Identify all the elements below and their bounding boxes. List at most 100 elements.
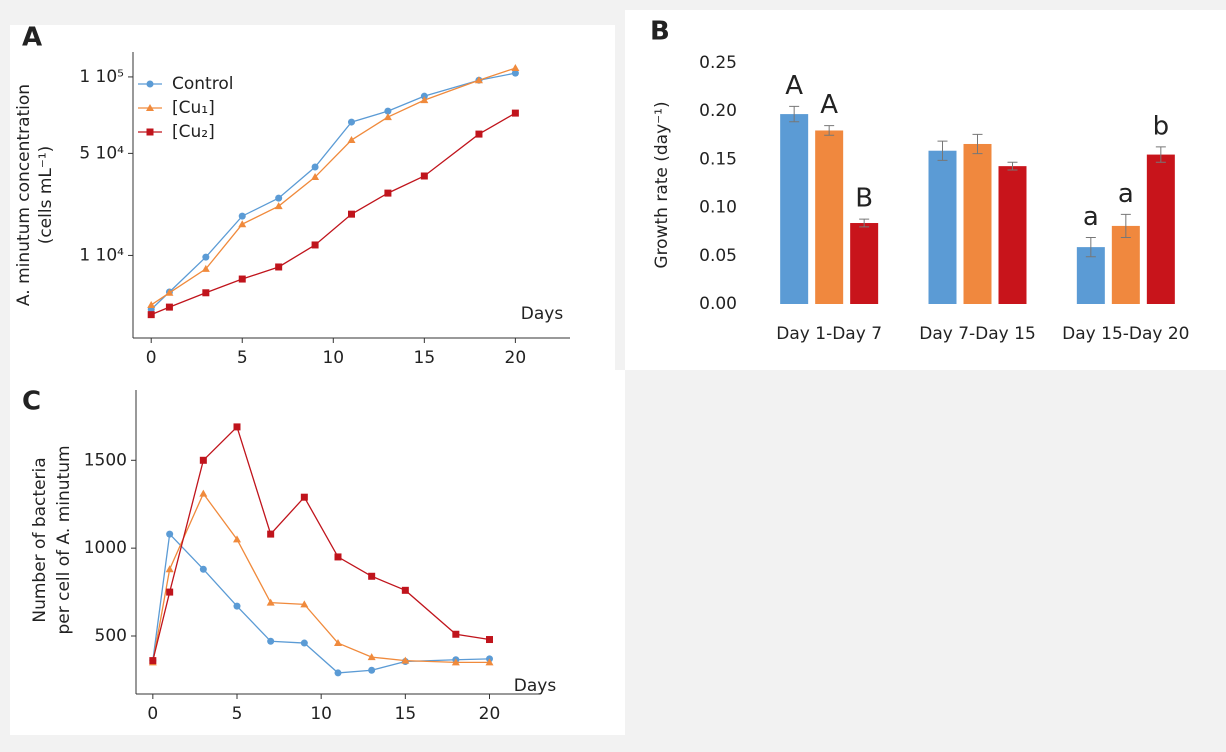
error-bar bbox=[1085, 236, 1096, 258]
data-point bbox=[166, 588, 174, 596]
y-tick-label: 1 10⁴ bbox=[79, 245, 124, 265]
data-point bbox=[238, 212, 246, 220]
data-point bbox=[384, 107, 392, 115]
panel-letter: B bbox=[650, 17, 670, 47]
y-axis-label: (cells mL⁻¹) bbox=[36, 146, 56, 245]
y-axis-label: Number of bacteria bbox=[30, 457, 50, 622]
data-point bbox=[266, 598, 275, 606]
data-point bbox=[511, 109, 519, 117]
x-tick-label: Day 7-Day 15 bbox=[919, 324, 1036, 344]
y-tick-label: 0.15 bbox=[699, 149, 737, 169]
data-point bbox=[202, 253, 210, 261]
data-point bbox=[348, 118, 355, 126]
panel-letter: C bbox=[22, 387, 41, 417]
legend-marker bbox=[146, 80, 154, 88]
data-point bbox=[485, 658, 494, 666]
data-point bbox=[401, 586, 409, 594]
y-tick-label: 5 10⁴ bbox=[79, 143, 124, 163]
data-point bbox=[368, 666, 376, 674]
y-axis-label: per cell of A. minutum bbox=[54, 445, 74, 634]
error-bar bbox=[1120, 213, 1131, 238]
data-point bbox=[165, 288, 174, 296]
data-point bbox=[486, 636, 493, 644]
y-tick-label: 1 10⁵ bbox=[79, 67, 124, 87]
data-point bbox=[451, 658, 460, 666]
data-point bbox=[300, 493, 308, 501]
data-point bbox=[401, 656, 410, 664]
data-point bbox=[267, 637, 275, 645]
panel-letter: A bbox=[22, 23, 42, 53]
data-point bbox=[147, 300, 156, 308]
data-point bbox=[233, 423, 241, 431]
significance-label: A bbox=[785, 71, 803, 101]
y-tick-label: 0.10 bbox=[699, 198, 737, 218]
significance-label: B bbox=[855, 184, 873, 214]
x-tick-label: Day 15-Day 20 bbox=[1062, 324, 1189, 344]
data-point bbox=[149, 657, 157, 665]
x-tick-label: 0 bbox=[147, 704, 158, 724]
panel-b-bg bbox=[625, 10, 1226, 370]
data-point bbox=[511, 64, 520, 72]
data-point bbox=[238, 220, 247, 228]
bar bbox=[1111, 225, 1140, 304]
data-point bbox=[238, 275, 246, 283]
data-point bbox=[233, 535, 241, 543]
y-tick-label: 1500 bbox=[84, 450, 127, 470]
legend-label: Control bbox=[172, 74, 233, 94]
significance-label: b bbox=[1153, 111, 1170, 141]
y-tick-label: 500 bbox=[95, 626, 127, 646]
bar bbox=[1146, 154, 1175, 304]
data-point bbox=[311, 163, 319, 171]
x-axis-label: Days bbox=[521, 304, 564, 324]
x-tick-label: 15 bbox=[414, 348, 436, 368]
data-point bbox=[420, 96, 429, 104]
legend-label: [Cu₁] bbox=[172, 98, 215, 118]
bar bbox=[780, 114, 809, 304]
y-tick-label: 1000 bbox=[84, 538, 127, 558]
error-bar bbox=[972, 133, 983, 155]
data-point bbox=[347, 136, 356, 144]
error-bar bbox=[1007, 161, 1018, 171]
x-tick-label: 20 bbox=[505, 348, 527, 368]
x-tick-label: 20 bbox=[479, 704, 501, 724]
x-tick-label: 5 bbox=[237, 348, 248, 368]
bar bbox=[963, 143, 992, 304]
y-axis-label: Growth rate (day⁻¹) bbox=[652, 101, 672, 268]
data-point bbox=[300, 639, 308, 647]
data-point bbox=[334, 669, 342, 677]
y-axis-label: A. minutum concentration bbox=[14, 84, 34, 306]
error-bar bbox=[824, 125, 835, 136]
data-point bbox=[311, 173, 320, 181]
data-point bbox=[267, 530, 275, 538]
significance-label: A bbox=[820, 90, 838, 120]
data-point bbox=[165, 565, 174, 573]
legend-marker bbox=[146, 128, 154, 136]
error-bar bbox=[1155, 146, 1166, 163]
data-point bbox=[233, 602, 241, 610]
data-point bbox=[452, 630, 460, 638]
data-point bbox=[275, 263, 283, 271]
data-point bbox=[384, 189, 392, 197]
data-point bbox=[420, 172, 428, 180]
data-point bbox=[166, 530, 174, 538]
data-point bbox=[147, 311, 155, 319]
data-point bbox=[311, 241, 319, 249]
data-point bbox=[300, 600, 309, 608]
x-tick-label: 5 bbox=[232, 704, 243, 724]
legend-marker bbox=[146, 104, 154, 111]
x-tick-label: 10 bbox=[310, 704, 332, 724]
error-bar bbox=[789, 105, 800, 123]
y-tick-label: 0.05 bbox=[699, 246, 737, 266]
data-point bbox=[202, 289, 210, 297]
bar bbox=[815, 130, 844, 304]
data-point bbox=[367, 653, 376, 661]
data-point bbox=[199, 489, 208, 497]
x-tick-label: 10 bbox=[322, 348, 344, 368]
data-point bbox=[368, 572, 376, 580]
x-tick-label: 0 bbox=[146, 348, 157, 368]
bar bbox=[928, 150, 957, 304]
panel-a-bg bbox=[10, 25, 615, 370]
error-bar bbox=[937, 140, 948, 161]
significance-label: a bbox=[1083, 202, 1099, 232]
